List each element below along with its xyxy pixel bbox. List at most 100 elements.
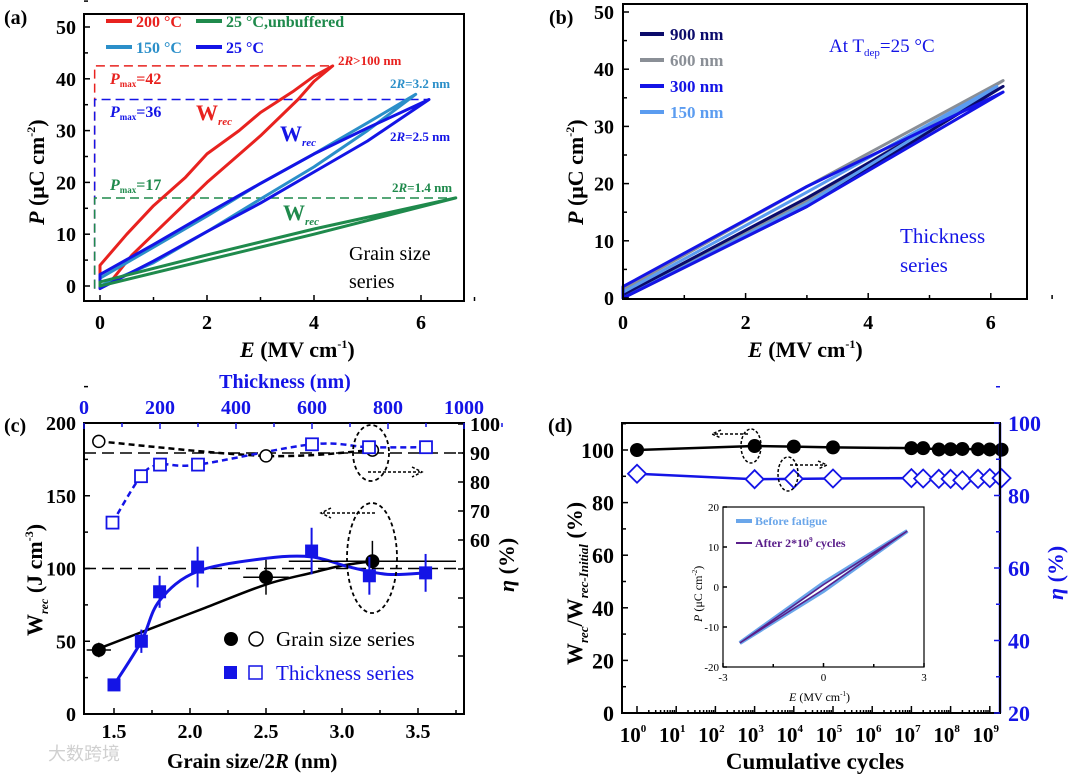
text-part: P xyxy=(109,177,120,194)
text-part: W xyxy=(562,643,587,665)
text-part: /W xyxy=(562,598,587,627)
thickness-eta-point xyxy=(153,457,167,472)
x-axis-title: Cumulative cycles xyxy=(726,749,904,774)
hysteresis-loop xyxy=(98,98,431,291)
y-tick-label: 40 xyxy=(592,596,614,621)
text-part: 9 xyxy=(809,536,813,544)
x-tick-label: 0 xyxy=(95,312,105,334)
wrec-ratio-point xyxy=(904,441,919,456)
text-part: (nm) xyxy=(289,749,337,773)
text-part: =17 xyxy=(136,177,161,194)
y-tick-label: 50 xyxy=(56,17,76,39)
text-part: (MV cm xyxy=(796,690,840,704)
text-part: rec xyxy=(576,626,591,643)
y-tick-label: 60 xyxy=(592,543,614,568)
text-part: 10 xyxy=(855,723,876,747)
arrow-right-icon xyxy=(790,460,829,470)
text-part: dep xyxy=(864,47,880,59)
eta-point xyxy=(991,467,1012,489)
x2-tick-label: 200 xyxy=(145,397,175,419)
text-part: max xyxy=(120,185,137,195)
thickness-eta-point xyxy=(419,440,433,455)
x-tick-label: 102 xyxy=(698,723,725,747)
legend-label: 25 °C,unbuffered xyxy=(226,14,344,31)
x-tick-label: 6 xyxy=(416,312,426,334)
legend-label: Thickness series xyxy=(276,661,414,685)
text-part: -2 xyxy=(691,569,699,575)
inset-x-axis-title: E (MV cm-1) xyxy=(788,690,850,704)
x-tick-label: 105 xyxy=(816,723,843,747)
text-part: 2 xyxy=(392,180,399,195)
temperature-note: At Tdep=25 °C xyxy=(829,36,935,59)
inset-legend-label: After 2*109 cycles xyxy=(755,536,846,550)
legend-label: 25 °C xyxy=(226,40,264,57)
thickness-wrec-point xyxy=(305,544,319,558)
y-tick-label: 20 xyxy=(594,174,614,196)
text-part: ) xyxy=(563,119,588,126)
y-tick-label: 50 xyxy=(56,631,76,653)
plot-area-a xyxy=(83,13,465,302)
eta-point xyxy=(626,463,648,485)
thickness-wrec-point xyxy=(107,678,121,692)
text-part: R xyxy=(398,180,408,195)
thickness-wrec-point xyxy=(191,560,205,574)
panel-label: (d) xyxy=(548,415,572,437)
inset-y-tick-label: 0 xyxy=(714,582,720,594)
text-part: -1 xyxy=(845,337,855,351)
y2-tick-label: 60 xyxy=(470,530,490,552)
inset-x-tick-label: 0 xyxy=(821,672,827,684)
text-part: ) xyxy=(22,524,47,531)
text-part: 2 xyxy=(390,76,397,91)
text-part: 10 xyxy=(698,723,719,747)
text-part: (MV cm xyxy=(255,337,338,362)
wrec-ratio-point xyxy=(982,442,997,457)
text-part: (μC cm xyxy=(691,575,705,615)
highlight-ellipse xyxy=(740,428,762,464)
text-part: 10 xyxy=(894,723,915,747)
legend-label: 150 nm xyxy=(670,103,723,122)
y-axis-title: Wrec/Wrec-Initial (%) xyxy=(562,502,591,665)
text-part: cycles xyxy=(813,536,846,550)
text-part: (J cm xyxy=(22,541,47,598)
text-part: -2 xyxy=(563,127,577,137)
text-part: P xyxy=(563,211,588,226)
text-part: rec xyxy=(218,116,232,128)
text-part: 7 xyxy=(915,723,921,735)
grain-wrec-point xyxy=(259,570,273,585)
x-tick-label: 109 xyxy=(973,723,1000,747)
inset-y-tick-label: 20 xyxy=(708,502,720,514)
text-part: -3 xyxy=(22,531,36,541)
text-part: ) xyxy=(855,337,862,362)
y-tick-label: 20 xyxy=(56,172,76,194)
x-tick-label: 4 xyxy=(863,312,873,334)
text-part: Grain size/2 xyxy=(167,749,275,773)
text-part: R xyxy=(344,53,354,68)
y2-tick-label: 20 xyxy=(1008,701,1030,726)
text-part: 2 xyxy=(390,129,397,144)
text-part: 2 xyxy=(719,723,725,735)
arrow-left-icon xyxy=(710,429,748,439)
text-part: 4 xyxy=(798,723,804,735)
series-note: series xyxy=(349,271,395,293)
x2-axis-title: Thickness (nm) xyxy=(219,371,351,393)
series-note: Thickness xyxy=(900,224,985,248)
x2-tick-label: 400 xyxy=(221,397,251,419)
thickness-eta-point xyxy=(105,515,120,530)
text-part: W xyxy=(22,614,47,636)
thickness-eta-point xyxy=(362,440,376,455)
text-part: =1.4 nm xyxy=(407,180,452,195)
grain-eta-point xyxy=(259,449,273,463)
y2-tick-label: 100 xyxy=(1008,411,1041,436)
x-tick-label: 3.5 xyxy=(406,721,431,743)
text-part: η xyxy=(494,580,519,592)
y-axis-title: P (μC cm-2) xyxy=(24,119,49,226)
wrec-ratio-point xyxy=(971,442,986,457)
x-tick-label: 0 xyxy=(618,312,628,334)
wrec-ratio-point xyxy=(994,442,1009,457)
text-part: =36 xyxy=(136,104,161,121)
panel-label: (c) xyxy=(4,415,26,437)
text-part: R xyxy=(274,749,289,773)
eta-point xyxy=(744,468,765,490)
